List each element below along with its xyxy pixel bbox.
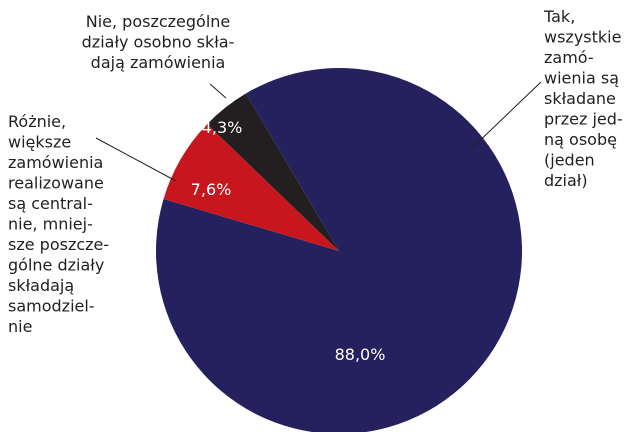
leader-line: [95, 137, 177, 182]
pie-slice: [163, 124, 339, 251]
value-label: 4,3%: [202, 118, 243, 137]
pie-slice: [207, 93, 339, 251]
slice-label: Tak, wszystkie zamó-wienia są składane przez…: [543, 7, 623, 190]
value-label: 7,6%: [191, 180, 232, 199]
slice-label: Różnie, większe zamówienia realizowane są ce…: [8, 112, 109, 336]
leader-line: [209, 83, 227, 99]
pie: [156, 68, 522, 432]
value-label: 88,0%: [335, 345, 386, 364]
slice-label: Nie, poszczególne działy osobno skła-dają…: [82, 12, 235, 72]
leader-line: [469, 81, 542, 151]
pie-slice: [156, 68, 522, 432]
